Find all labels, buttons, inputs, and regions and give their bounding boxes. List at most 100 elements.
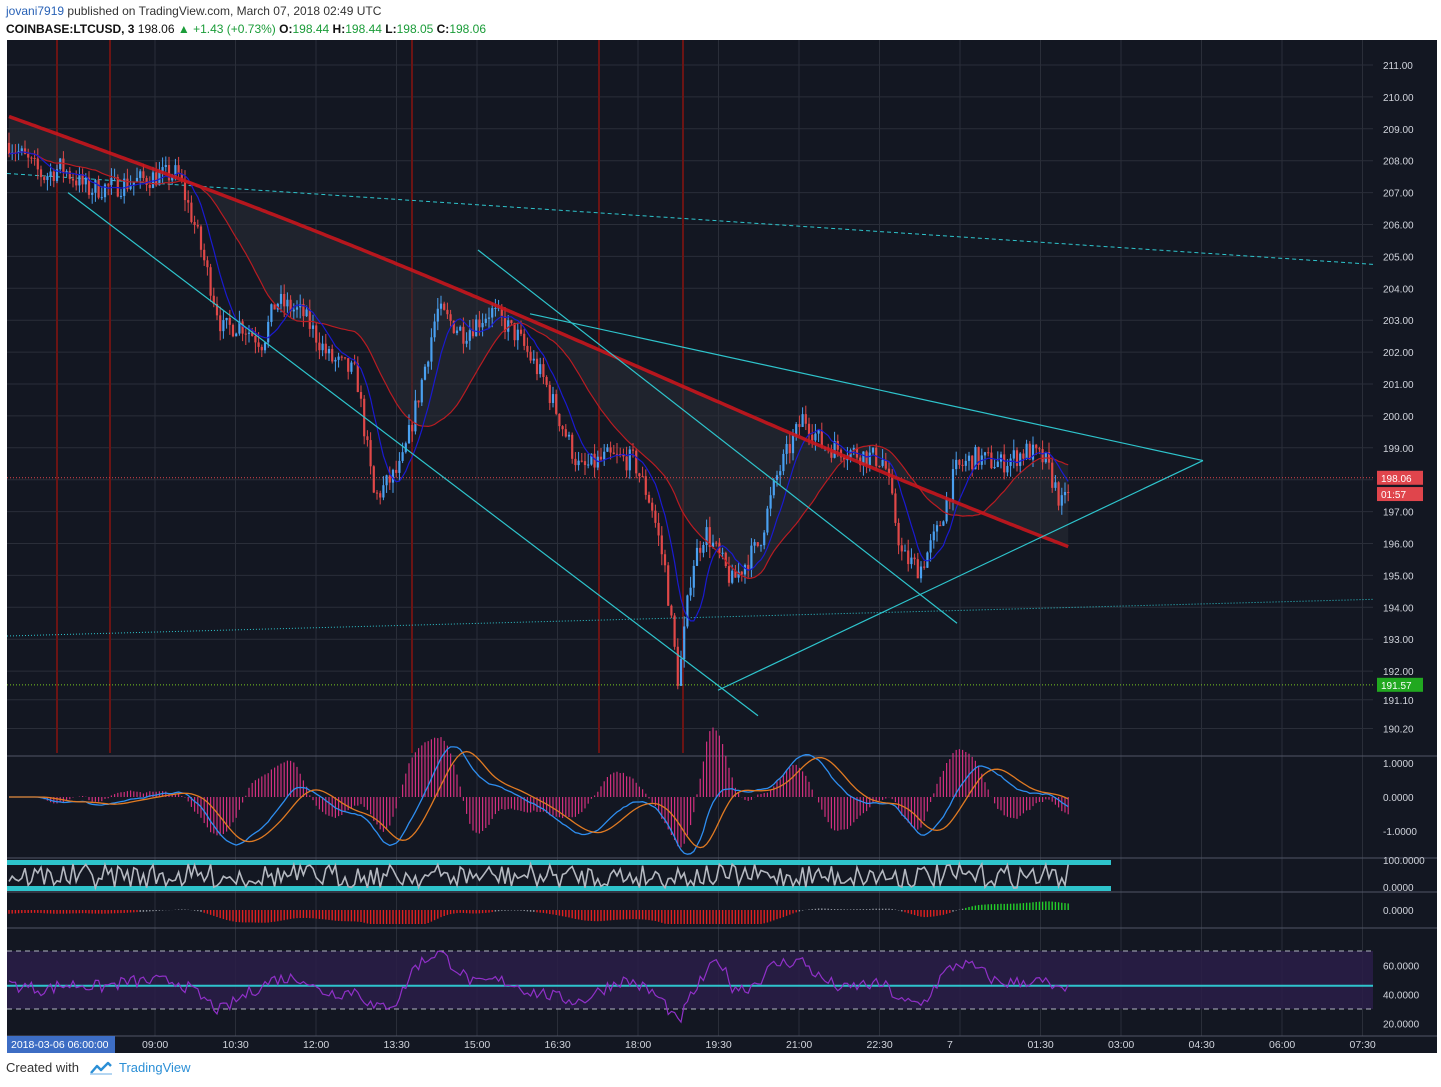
candle-body <box>107 184 110 186</box>
publish-info: jovani7919 published on TradingView.com,… <box>6 4 381 18</box>
candle-body <box>715 542 718 544</box>
time-tick-label: 09:00 <box>142 1039 168 1051</box>
candle-body <box>833 440 836 458</box>
candle-body <box>526 345 529 352</box>
candle-body <box>961 464 964 466</box>
candle-body <box>679 659 683 686</box>
candle-body <box>974 447 977 470</box>
symbol-label: COINBASE:LTCUSD, 3 <box>6 22 135 36</box>
price-tick-label: 210.00 <box>1383 93 1414 104</box>
candle-body <box>241 321 244 334</box>
candle-body <box>865 451 868 466</box>
candle-body <box>1051 462 1054 488</box>
candle-body <box>548 384 551 403</box>
candle-body <box>167 165 171 181</box>
candle-body <box>430 337 433 362</box>
candle-body <box>7 142 11 155</box>
candle-body <box>817 430 820 434</box>
candle-body <box>519 329 523 334</box>
candle-body <box>478 319 481 328</box>
candle-body <box>871 447 875 453</box>
candle-body <box>814 433 817 441</box>
candle-body <box>331 349 334 362</box>
candle-body <box>142 171 145 179</box>
candle-body <box>724 552 727 567</box>
candle-body <box>609 447 612 453</box>
candle-body <box>251 332 254 336</box>
candle-body <box>919 566 923 579</box>
candle-body <box>427 361 430 367</box>
candle-body <box>673 615 676 647</box>
candle-body <box>97 180 100 198</box>
candle-body <box>1047 452 1051 463</box>
candle-body <box>766 508 769 533</box>
candle-body <box>887 468 891 477</box>
chart-canvas[interactable]: 211.00 210.00 209.00 208.00 207.00 206.00 205.… <box>0 40 1441 1055</box>
candle-body <box>84 177 87 185</box>
candle-body <box>1067 492 1070 494</box>
candle-body <box>932 531 935 541</box>
time-tick-label: 06:00 <box>1269 1039 1295 1051</box>
candle-body <box>654 510 657 523</box>
candle-body <box>171 176 174 181</box>
candle-body <box>923 566 926 568</box>
candle-body <box>971 455 974 470</box>
author-link[interactable]: jovani7919 <box>6 4 65 18</box>
candle-body <box>759 545 763 547</box>
candle-body <box>935 525 939 532</box>
candle-body <box>1025 443 1028 459</box>
candle-body <box>305 309 308 317</box>
candle-body <box>734 570 737 578</box>
price-axis-background <box>1373 40 1437 1040</box>
macd-signal-line <box>9 750 1069 849</box>
candle-body <box>407 425 411 444</box>
price-tick-label: 202.00 <box>1383 348 1414 359</box>
candle-body <box>603 451 606 460</box>
price-tick-label: 195.00 <box>1383 571 1414 582</box>
candle-body <box>1035 444 1038 449</box>
candle-body <box>174 165 177 177</box>
candle-body <box>315 325 318 343</box>
candle-body <box>459 326 462 331</box>
candle-body <box>686 595 689 627</box>
candle-body <box>286 299 289 307</box>
candle-body <box>820 430 823 448</box>
candle-body <box>475 319 478 337</box>
candle-body <box>177 165 180 174</box>
candle-body <box>958 459 961 465</box>
channel-lower-line <box>67 192 759 717</box>
candle-body <box>443 303 446 310</box>
candle-body <box>580 460 583 462</box>
candle-body <box>615 453 619 455</box>
time-start-label: 2018-03-06 06:00:00 <box>11 1039 109 1051</box>
candle-body <box>366 436 369 441</box>
tradingview-link[interactable]: TradingView <box>118 1060 191 1075</box>
candle-body <box>126 178 129 190</box>
price-tick-label: 201.00 <box>1383 380 1414 391</box>
candle-body <box>977 447 980 465</box>
candle-body <box>199 226 203 250</box>
candle-body <box>993 467 996 469</box>
candle-body <box>135 177 139 182</box>
candle-body <box>267 321 270 343</box>
candle-body <box>788 444 791 454</box>
candle-body <box>516 329 519 341</box>
candle-body <box>215 303 219 316</box>
candle-body <box>651 502 654 511</box>
price-tick-label: 208.00 <box>1383 157 1414 168</box>
open-label: O: <box>279 22 293 36</box>
candle-body <box>462 326 465 344</box>
candle-body <box>1003 454 1006 473</box>
candle-body <box>151 172 155 188</box>
candle-body <box>327 349 331 354</box>
time-tick-label: 03:00 <box>1108 1039 1134 1051</box>
candle-body <box>743 564 747 575</box>
time-tick-label: 22:30 <box>867 1039 893 1051</box>
candle-body <box>583 461 587 466</box>
candle-body <box>87 177 91 195</box>
candle-body <box>235 333 238 337</box>
candle-body <box>52 171 55 181</box>
candle-body <box>308 309 311 329</box>
candle-body <box>916 559 919 579</box>
time-tick-label: 21:00 <box>786 1039 812 1051</box>
